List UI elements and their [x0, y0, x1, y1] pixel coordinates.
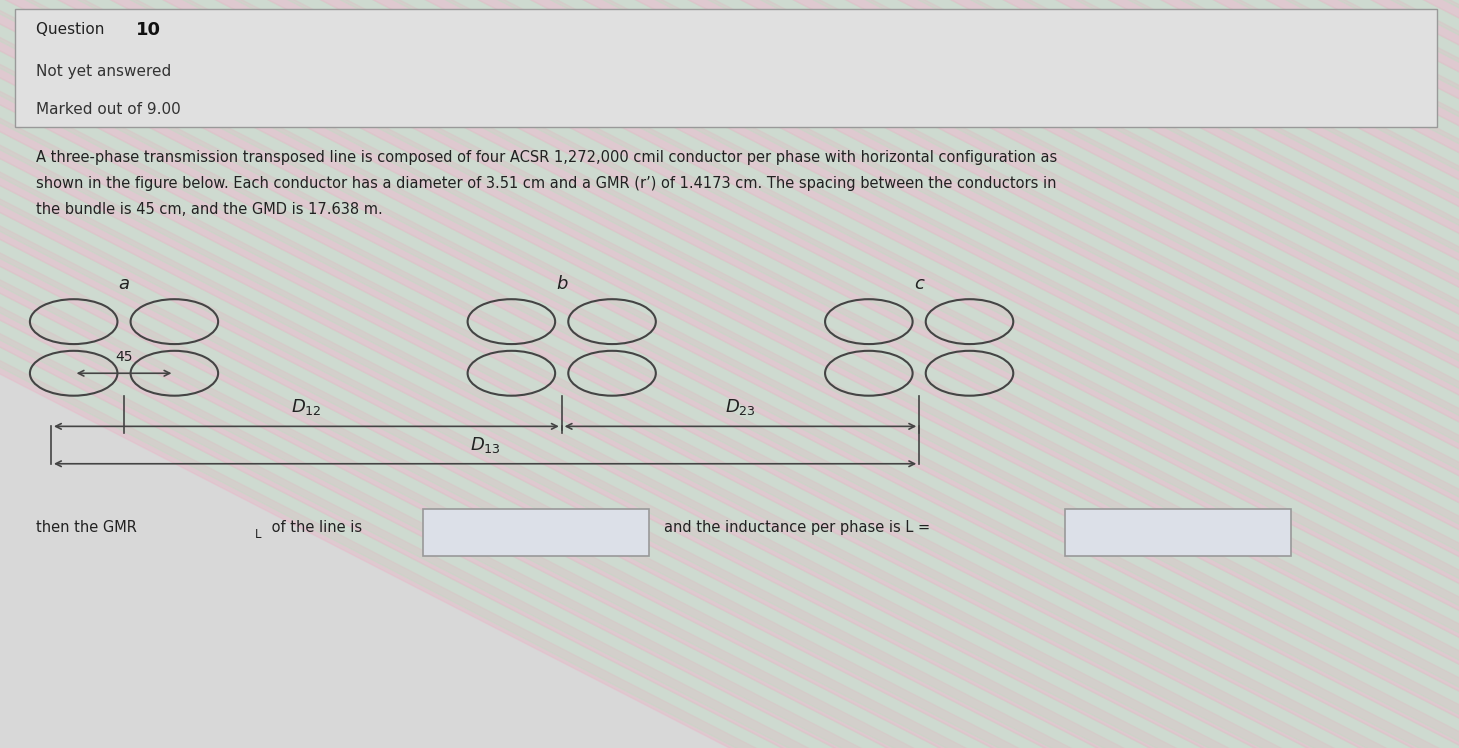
- Polygon shape: [327, 0, 1459, 748]
- Polygon shape: [852, 0, 1459, 748]
- Polygon shape: [1115, 0, 1459, 748]
- Polygon shape: [64, 0, 1459, 748]
- Text: $D_{13}$: $D_{13}$: [470, 435, 500, 455]
- Polygon shape: [432, 0, 1459, 748]
- Polygon shape: [878, 0, 1459, 748]
- Text: c: c: [915, 275, 924, 293]
- Polygon shape: [773, 0, 1459, 748]
- Polygon shape: [353, 0, 1459, 748]
- Polygon shape: [274, 0, 1459, 748]
- Polygon shape: [1272, 0, 1459, 748]
- Polygon shape: [931, 0, 1459, 748]
- Polygon shape: [721, 0, 1459, 748]
- Polygon shape: [301, 0, 1459, 748]
- Polygon shape: [1430, 0, 1459, 748]
- Text: 10: 10: [136, 21, 160, 39]
- Polygon shape: [38, 0, 1459, 748]
- Polygon shape: [12, 0, 1459, 748]
- Bar: [15, 9, 1437, 127]
- Bar: [423, 509, 649, 556]
- Polygon shape: [1088, 0, 1459, 748]
- Polygon shape: [589, 0, 1459, 748]
- Text: shown in the figure below. Each conductor has a diameter of 3.51 cm and a GMR (r: shown in the figure below. Each conducto…: [36, 176, 1056, 191]
- Polygon shape: [169, 0, 1459, 748]
- Polygon shape: [826, 0, 1459, 748]
- Bar: [1065, 509, 1291, 556]
- Text: A three-phase transmission transposed line is composed of four ACSR 1,272,000 cm: A three-phase transmission transposed li…: [36, 150, 1058, 165]
- Text: L: L: [255, 528, 261, 542]
- Polygon shape: [905, 0, 1459, 748]
- Polygon shape: [1456, 0, 1459, 748]
- Polygon shape: [1036, 0, 1459, 748]
- Polygon shape: [458, 0, 1459, 748]
- Polygon shape: [90, 0, 1459, 748]
- Polygon shape: [747, 0, 1459, 748]
- Polygon shape: [1377, 0, 1459, 748]
- Polygon shape: [1246, 0, 1459, 748]
- Polygon shape: [484, 0, 1459, 748]
- Text: then the GMR: then the GMR: [36, 520, 137, 535]
- Polygon shape: [511, 0, 1459, 748]
- Polygon shape: [1141, 0, 1459, 748]
- Polygon shape: [983, 0, 1459, 748]
- Text: Not yet answered: Not yet answered: [36, 64, 172, 79]
- Polygon shape: [668, 0, 1459, 748]
- Polygon shape: [800, 0, 1459, 748]
- Polygon shape: [1299, 0, 1459, 748]
- Polygon shape: [1220, 0, 1459, 748]
- Polygon shape: [1062, 0, 1459, 748]
- Polygon shape: [117, 0, 1459, 748]
- Polygon shape: [694, 0, 1459, 748]
- Polygon shape: [248, 0, 1459, 748]
- Polygon shape: [1325, 0, 1459, 748]
- Polygon shape: [1010, 0, 1459, 748]
- Polygon shape: [616, 0, 1459, 748]
- Polygon shape: [1167, 0, 1459, 748]
